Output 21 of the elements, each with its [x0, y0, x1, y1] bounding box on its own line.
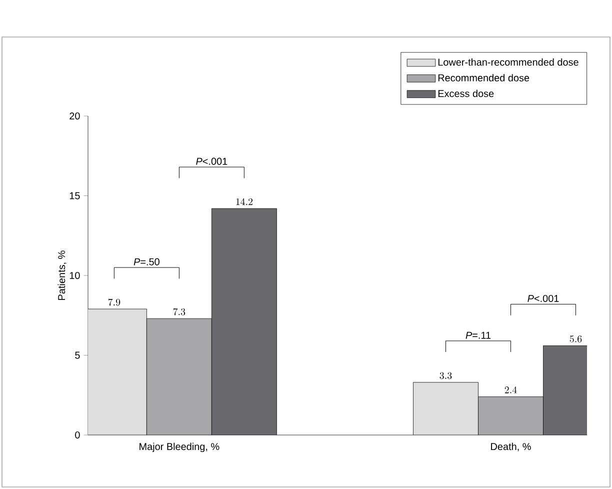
annotation: P=.50 [134, 258, 160, 266]
x-tick-label: Death, % [491, 442, 531, 452]
legend-label: Recommended dose [438, 74, 530, 82]
y-tick-label: 10 [70, 272, 80, 280]
data-label: 5.6 [570, 336, 582, 342]
annotation: P<.001 [528, 294, 559, 302]
data-label: 7.9 [108, 298, 120, 306]
annotation: P<.001 [196, 158, 228, 165]
data-label: 7.3 [173, 308, 186, 316]
y-axis-title: Patients, % [58, 250, 66, 300]
legend-label: Lower-than-recommended dose [438, 58, 578, 66]
data-label: 14.2 [236, 198, 253, 205]
data-label: 2.4 [504, 386, 517, 394]
y-tick-label: 15 [70, 192, 80, 200]
data-label: 3.3 [440, 372, 452, 380]
annotation: P=.11 [466, 332, 491, 339]
legend-label: Excess dose [438, 90, 494, 98]
y-tick-label: 0 [75, 431, 80, 439]
y-tick-label: 5 [75, 352, 80, 359]
x-tick-label: Major Bleeding, % [140, 442, 220, 452]
y-tick-label: 20 [70, 112, 80, 120]
